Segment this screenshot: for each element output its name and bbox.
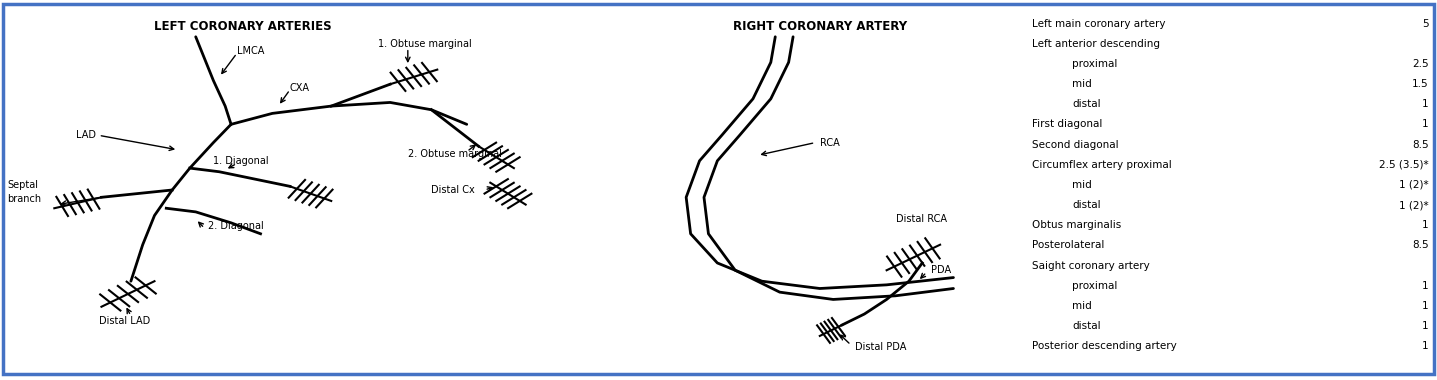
Text: 1: 1 xyxy=(1423,341,1428,351)
Text: Septal: Septal xyxy=(7,179,39,190)
Text: LMCA: LMCA xyxy=(237,46,264,56)
Text: RIGHT CORONARY ARTERY: RIGHT CORONARY ARTERY xyxy=(733,21,907,33)
Text: 1: 1 xyxy=(1423,321,1428,331)
Text: Distal LAD: Distal LAD xyxy=(99,316,151,326)
Text: First diagonal: First diagonal xyxy=(1032,119,1102,130)
Text: Second diagonal: Second diagonal xyxy=(1032,139,1118,150)
Text: distal: distal xyxy=(1072,200,1101,210)
Text: proximal: proximal xyxy=(1072,59,1118,69)
Text: 2. Diagonal: 2. Diagonal xyxy=(207,222,263,231)
Text: 1 (2)*: 1 (2)* xyxy=(1400,180,1428,190)
Text: mid: mid xyxy=(1072,180,1092,190)
Text: 1. Obtuse marginal: 1. Obtuse marginal xyxy=(378,39,473,49)
Text: LAD: LAD xyxy=(76,130,96,140)
Text: LEFT CORONARY ARTERIES: LEFT CORONARY ARTERIES xyxy=(154,21,332,33)
Text: 8.5: 8.5 xyxy=(1413,139,1428,150)
Text: Left anterior descending: Left anterior descending xyxy=(1032,39,1160,49)
Text: 2.5: 2.5 xyxy=(1413,59,1428,69)
Text: branch: branch xyxy=(7,194,42,204)
Text: 1: 1 xyxy=(1423,301,1428,311)
Text: Distal PDA: Distal PDA xyxy=(855,342,907,352)
Text: PDA: PDA xyxy=(931,265,951,275)
Text: Posterolateral: Posterolateral xyxy=(1032,241,1104,250)
Text: 1: 1 xyxy=(1423,99,1428,109)
Text: 2.5 (3.5)*: 2.5 (3.5)* xyxy=(1380,160,1428,170)
Text: Obtus marginalis: Obtus marginalis xyxy=(1032,220,1121,230)
Text: Distal RCA: Distal RCA xyxy=(895,214,947,224)
Text: Left main coronary artery: Left main coronary artery xyxy=(1032,19,1165,28)
Text: Saight coronary artery: Saight coronary artery xyxy=(1032,261,1150,271)
Text: CXA: CXA xyxy=(290,83,310,93)
Text: Distal Cx: Distal Cx xyxy=(431,185,476,195)
Text: 1: 1 xyxy=(1423,220,1428,230)
Text: RCA: RCA xyxy=(821,138,839,147)
Text: 1.5: 1.5 xyxy=(1413,79,1428,89)
Text: Posterior descending artery: Posterior descending artery xyxy=(1032,341,1177,351)
Text: distal: distal xyxy=(1072,321,1101,331)
Text: 1: 1 xyxy=(1423,119,1428,130)
Text: 1. Diagonal: 1. Diagonal xyxy=(214,156,269,166)
Text: mid: mid xyxy=(1072,301,1092,311)
Text: distal: distal xyxy=(1072,99,1101,109)
Text: 1 (2)*: 1 (2)* xyxy=(1400,200,1428,210)
Text: proximal: proximal xyxy=(1072,281,1118,291)
Text: 5: 5 xyxy=(1423,19,1428,28)
Text: 8.5: 8.5 xyxy=(1413,241,1428,250)
Text: 1: 1 xyxy=(1423,281,1428,291)
Text: 2. Obtuse marginal: 2. Obtuse marginal xyxy=(408,149,502,158)
Text: mid: mid xyxy=(1072,79,1092,89)
Text: Circumflex artery proximal: Circumflex artery proximal xyxy=(1032,160,1171,170)
